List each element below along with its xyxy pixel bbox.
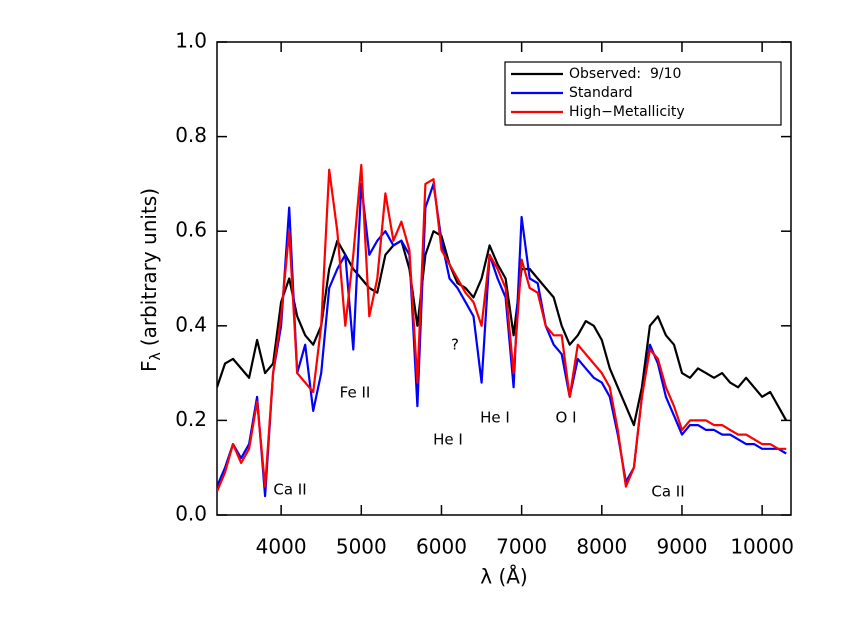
legend-label: High−Metallicity: [569, 104, 685, 120]
spectrum-line: [217, 182, 787, 498]
plot-frame: [216, 41, 792, 516]
x-tick-label: 7000: [496, 535, 547, 559]
annotation: He I: [433, 431, 463, 449]
y-axis-title: Fλ (arbitrary units): [137, 188, 165, 372]
y-title-subscript: λ: [148, 352, 164, 360]
legend-label: Standard: [569, 85, 633, 101]
x-tick-label: 9000: [657, 535, 708, 559]
x-tick-label: 4000: [256, 535, 307, 559]
x-tick-label: 10000: [730, 535, 794, 559]
y-tick-label: 0.6: [175, 218, 207, 242]
y-tick-label: 0.4: [175, 312, 207, 336]
spectrum-line: [217, 230, 788, 427]
annotation: Ca II: [273, 481, 306, 499]
annotation: O I: [556, 409, 577, 427]
legend-label: Observed: 9/10: [569, 66, 681, 82]
annotation: Fe II: [340, 384, 371, 402]
y-title-rest: (arbitrary units): [137, 188, 161, 346]
y-title-main: F: [137, 361, 161, 373]
annotation: Ca II: [651, 483, 684, 501]
y-tick-label: 1.0: [175, 29, 207, 53]
y-tick-label: 0.0: [175, 502, 207, 526]
spectrum-line: [217, 163, 787, 492]
x-tick-label: 8000: [576, 535, 627, 559]
y-tick-label: 0.2: [175, 407, 207, 431]
x-tick-label: 5000: [336, 535, 387, 559]
annotation: He I: [480, 409, 510, 427]
annotation: ?: [451, 336, 459, 354]
y-tick-label: 0.8: [175, 123, 207, 147]
x-tick-label: 6000: [416, 535, 467, 559]
x-axis-title: λ (Å): [480, 565, 527, 589]
